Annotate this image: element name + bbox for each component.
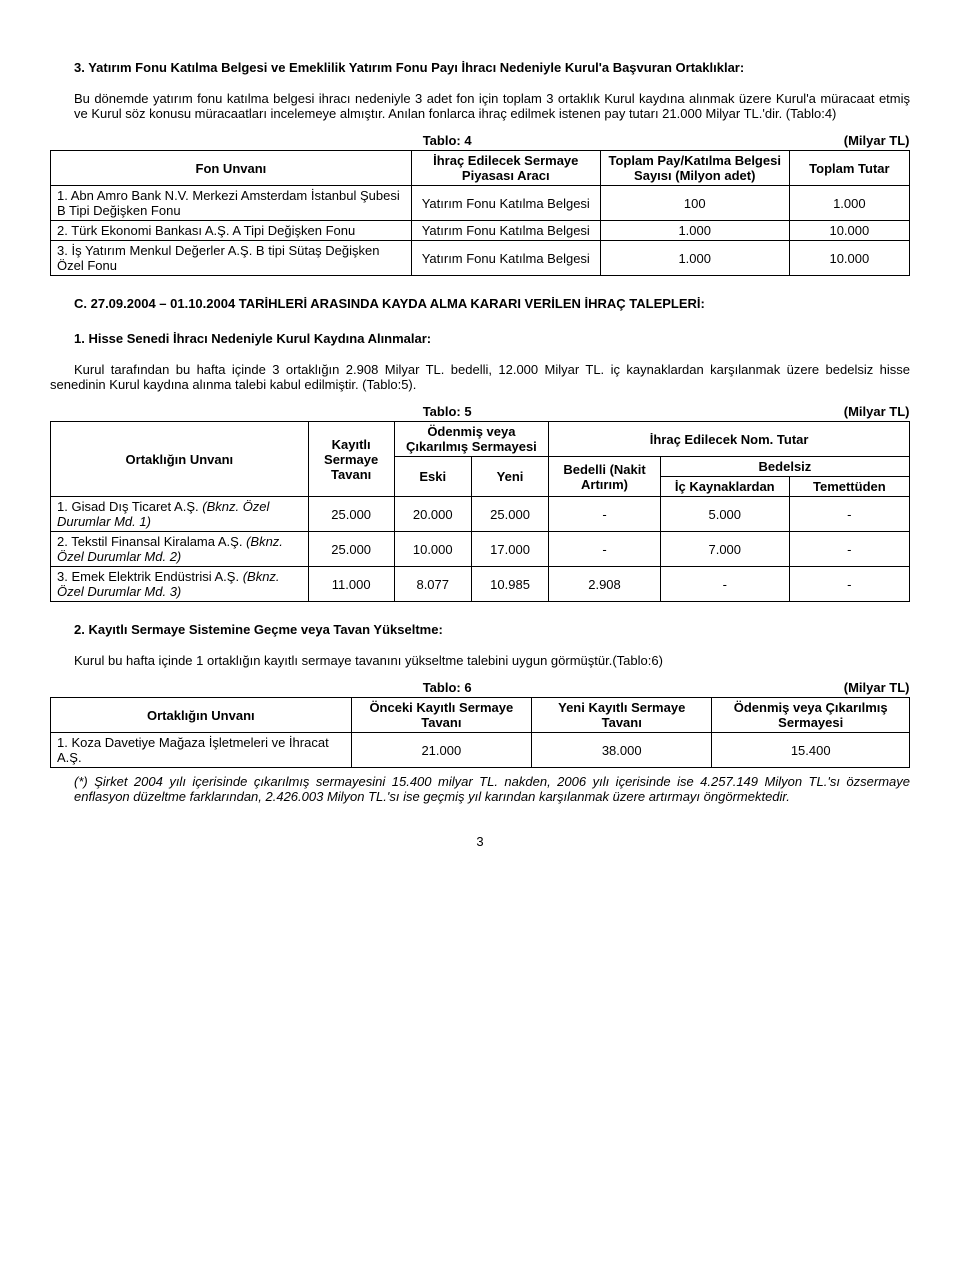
cell: 10.000 [394, 532, 471, 567]
table-5-header-ic: İç Kaynaklardan [660, 477, 789, 497]
cell: 1. Koza Davetiye Mağaza İşletmeleri ve İ… [51, 733, 352, 768]
cell: - [549, 497, 661, 532]
table-5-header-bedelli: Bedelli (Nakit Artırım) [549, 457, 661, 497]
table-5-header-kayitli: Kayıtlı Sermaye Tavanı [308, 422, 394, 497]
cell: 2. Tekstil Finansal Kiralama A.Ş. (Bknz.… [51, 532, 309, 567]
table-6-caption: Tablo: 6 [423, 680, 472, 695]
table-row: 3. Emek Elektrik Endüstrisi A.Ş. (Bknz. … [51, 567, 910, 602]
cell: 2.908 [549, 567, 661, 602]
cell: 2. Türk Ekonomi Bankası A.Ş. A Tipi Deği… [51, 221, 412, 241]
cell: 10.000 [789, 221, 909, 241]
section-c-sub1-title: 1. Hisse Senedi İhracı Nedeniyle Kurul K… [74, 331, 910, 346]
cell: - [789, 532, 909, 567]
table-4-unit: (Milyar TL) [844, 133, 910, 148]
section-c-sub1-para: Kurul tarafından bu hafta içinde 3 ortak… [50, 362, 910, 392]
table-4-header-tutar: Toplam Tutar [789, 151, 909, 186]
table-row: 3. İş Yatırım Menkul Değerler A.Ş. B tip… [51, 241, 910, 276]
table-5-caption: Tablo: 5 [423, 404, 472, 419]
table-6-footnote: (*) Şirket 2004 yılı içerisinde çıkarılm… [74, 774, 910, 804]
cell: Yatırım Fonu Katılma Belgesi [411, 186, 600, 221]
table-6-header-ortaklik: Ortaklığın Unvanı [51, 698, 352, 733]
cell: Yatırım Fonu Katılma Belgesi [411, 241, 600, 276]
table-row: 1. Gisad Dış Ticaret A.Ş. (Bknz. Özel Du… [51, 497, 910, 532]
table-4-header-ihrac: İhraç Edilecek Sermaye Piyasası Aracı [411, 151, 600, 186]
cell: 1. Abn Amro Bank N.V. Merkezi Amsterdam … [51, 186, 412, 221]
section-c2-title: 2. Kayıtlı Sermaye Sistemine Geçme veya … [74, 622, 910, 637]
table-row: 1. Koza Davetiye Mağaza İşletmeleri ve İ… [51, 733, 910, 768]
section-3-para: Bu dönemde yatırım fonu katılma belgesi … [74, 91, 910, 121]
cell: 3. Emek Elektrik Endüstrisi A.Ş. (Bknz. … [51, 567, 309, 602]
table-6-header-onceki: Önceki Kayıtlı Sermaye Tavanı [351, 698, 531, 733]
cell: 11.000 [308, 567, 394, 602]
cell: 1.000 [600, 241, 789, 276]
cell: 25.000 [471, 497, 548, 532]
table-4: Tablo: 4 (Milyar TL) Fon Unvanı İhraç Ed… [50, 133, 910, 276]
cell: 25.000 [308, 532, 394, 567]
cell: 100 [600, 186, 789, 221]
cell: 1.000 [789, 186, 909, 221]
cell: 17.000 [471, 532, 548, 567]
table-5-header-ihrac: İhraç Edilecek Nom. Tutar [549, 422, 910, 457]
cell: 7.000 [660, 532, 789, 567]
table-5-header-yeni: Yeni [471, 457, 548, 497]
table-4-header-pay: Toplam Pay/Katılma Belgesi Sayısı (Milyo… [600, 151, 789, 186]
table-6-header-odenmis: Ödenmiş veya Çıkarılmış Sermayesi [712, 698, 910, 733]
cell: 8.077 [394, 567, 471, 602]
cell: - [549, 532, 661, 567]
cell: 21.000 [351, 733, 531, 768]
section-c-title: C. 27.09.2004 – 01.10.2004 TARİHLERİ ARA… [74, 296, 910, 311]
page-number: 3 [50, 834, 910, 849]
table-5: Tablo: 5 (Milyar TL) Ortaklığın Unvanı K… [50, 404, 910, 602]
table-6: Tablo: 6 (Milyar TL) Ortaklığın Unvanı Ö… [50, 680, 910, 768]
cell: Yatırım Fonu Katılma Belgesi [411, 221, 600, 241]
cell: 10.000 [789, 241, 909, 276]
cell: 25.000 [308, 497, 394, 532]
table-5-header-odenmis: Ödenmiş veya Çıkarılmış Sermayesi [394, 422, 549, 457]
table-5-header-bedelsiz: Bedelsiz [660, 457, 909, 477]
section-c2-para: Kurul bu hafta içinde 1 ortaklığın kayıt… [74, 653, 910, 668]
cell: - [789, 567, 909, 602]
cell: 3. İş Yatırım Menkul Değerler A.Ş. B tip… [51, 241, 412, 276]
cell: - [660, 567, 789, 602]
table-row: 2. Türk Ekonomi Bankası A.Ş. A Tipi Deği… [51, 221, 910, 241]
cell: 20.000 [394, 497, 471, 532]
table-row: 1. Abn Amro Bank N.V. Merkezi Amsterdam … [51, 186, 910, 221]
cell: 10.985 [471, 567, 548, 602]
section-3-title: 3. Yatırım Fonu Katılma Belgesi ve Emekl… [74, 60, 910, 75]
cell: 1.000 [600, 221, 789, 241]
table-5-header-temettu: Temettüden [789, 477, 909, 497]
table-6-header-yeni: Yeni Kayıtlı Sermaye Tavanı [532, 698, 712, 733]
cell: 5.000 [660, 497, 789, 532]
cell: - [789, 497, 909, 532]
table-4-header-fon: Fon Unvanı [51, 151, 412, 186]
table-6-unit: (Milyar TL) [844, 680, 910, 695]
table-5-header-ortaklik: Ortaklığın Unvanı [51, 422, 309, 497]
table-4-caption: Tablo: 4 [423, 133, 472, 148]
cell: 1. Gisad Dış Ticaret A.Ş. (Bknz. Özel Du… [51, 497, 309, 532]
table-row: 2. Tekstil Finansal Kiralama A.Ş. (Bknz.… [51, 532, 910, 567]
cell: 15.400 [712, 733, 910, 768]
table-5-unit: (Milyar TL) [844, 404, 910, 419]
table-5-header-eski: Eski [394, 457, 471, 497]
cell: 38.000 [532, 733, 712, 768]
